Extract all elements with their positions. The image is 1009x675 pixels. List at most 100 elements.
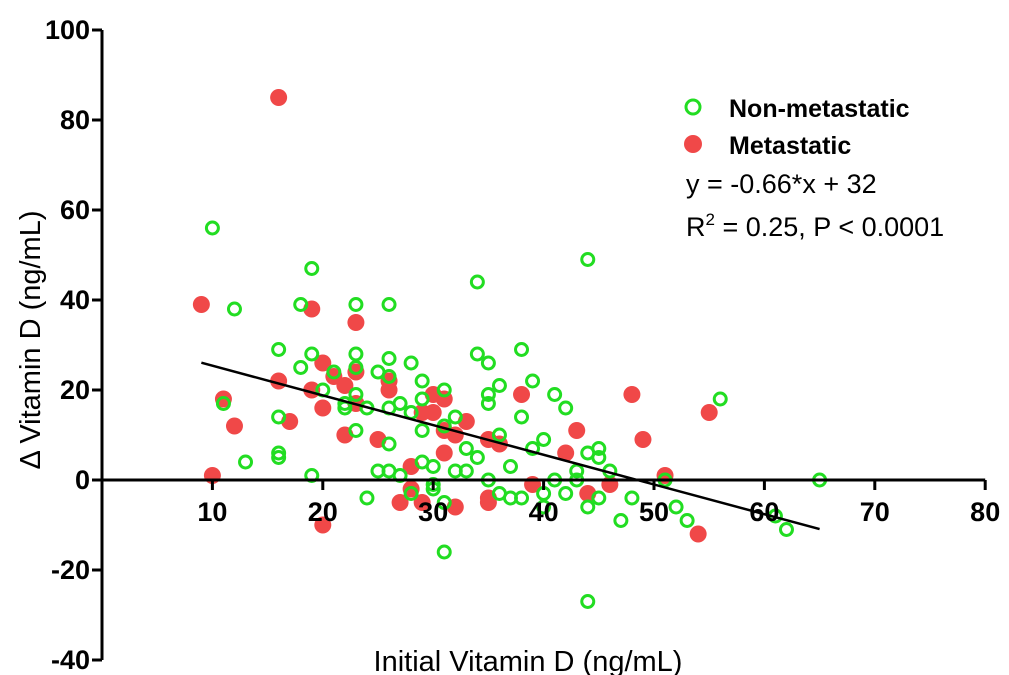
y-tick-label: 20 [60,375,90,405]
point-non-metastatic [613,513,629,528]
point-non-metastatic [536,432,552,447]
point-non-metastatic [304,346,320,362]
point-non-metastatic [491,427,507,443]
y-tick-label: 0 [75,465,90,495]
y-tick-label: 80 [60,105,90,135]
point-non-metastatic [403,355,419,371]
point-metastatic [192,296,210,313]
point-metastatic [623,386,641,403]
point-non-metastatic [536,499,552,515]
point-metastatic [225,417,243,435]
point-non-metastatic [359,490,375,506]
point-metastatic [435,444,453,462]
point-non-metastatic [293,297,309,312]
point-metastatic [700,404,718,421]
y-tick-label: 100 [45,15,90,45]
point-non-metastatic [712,391,728,407]
point-non-metastatic [271,342,287,357]
point-non-metastatic [304,261,320,276]
point-non-metastatic [514,490,530,506]
point-metastatic [689,525,707,543]
point-non-metastatic [679,513,695,528]
data-points [192,89,828,609]
point-metastatic [314,399,332,417]
point-metastatic [336,377,354,394]
point-non-metastatic [469,450,485,465]
point-non-metastatic [348,387,364,402]
x-tick-label: 10 [197,497,227,527]
y-axis-title: Δ Vitamin D (ng/mL) [15,211,47,470]
point-non-metastatic [414,373,430,389]
point-non-metastatic [238,454,254,470]
point-metastatic [391,494,409,511]
point-non-metastatic [668,499,684,515]
x-tick-label: 30 [418,497,448,527]
point-non-metastatic [215,396,231,411]
point-non-metastatic [326,364,342,380]
point-non-metastatic [491,378,507,393]
point-non-metastatic [525,373,541,389]
legend-label-non-metastatic: Non-metastatic [729,95,910,123]
point-non-metastatic [624,490,640,506]
point-non-metastatic [381,351,397,366]
regression-stats: R2 = 0.25, P < 0.0001 [686,210,944,242]
point-non-metastatic [436,495,452,510]
point-metastatic [270,89,288,106]
r-squared-superscript: 2 [706,210,715,229]
point-metastatic [314,354,332,372]
x-tick-label: 70 [860,497,890,527]
x-tick-label: 20 [308,497,338,527]
point-non-metastatic [480,396,496,411]
point-metastatic [314,516,332,534]
point-non-metastatic [458,441,474,456]
point-non-metastatic [591,450,607,465]
point-non-metastatic [425,459,441,474]
point-non-metastatic [348,360,364,375]
point-non-metastatic [547,387,563,402]
point-metastatic [347,314,365,331]
point-non-metastatic [525,441,541,456]
point-non-metastatic [514,409,530,425]
point-non-metastatic [580,499,596,515]
legend: Non-metastatic Metastatic [684,95,910,160]
point-metastatic [634,431,652,448]
x-tick-label: 80 [970,497,1000,527]
point-non-metastatic [436,382,452,398]
point-metastatic [557,444,575,462]
point-non-metastatic [558,486,574,501]
r-squared-rest: = 0.25, P < 0.0001 [715,212,944,242]
point-non-metastatic [293,360,309,375]
point-non-metastatic [381,369,397,384]
x-tick-label: 60 [749,497,779,527]
point-non-metastatic [403,486,419,501]
point-non-metastatic [480,355,496,371]
regression-equation: y = -0.66*x + 32 [686,169,877,199]
point-non-metastatic [502,459,518,474]
x-tick-label: 40 [529,497,559,527]
point-non-metastatic [580,252,596,267]
y-tick-label: -20 [51,555,90,585]
point-metastatic [568,422,586,439]
r-squared-prefix: R [686,212,706,242]
point-non-metastatic [392,396,408,411]
point-metastatic [479,494,497,511]
point-metastatic [513,386,531,403]
point-non-metastatic [591,441,607,456]
legend-label-metastatic: Metastatic [729,132,851,160]
legend-marker-metastatic [684,135,702,153]
point-non-metastatic [458,463,474,479]
point-non-metastatic [271,450,287,465]
point-non-metastatic [381,436,397,452]
x-axis-title: Initial Vitamin D (ng/mL) [374,646,683,675]
point-non-metastatic [381,297,397,312]
point-non-metastatic [558,400,574,416]
point-non-metastatic [348,423,364,438]
point-non-metastatic [447,409,463,425]
point-non-metastatic [414,391,430,407]
y-tick-label: 40 [60,285,90,315]
y-axis-ticks: 100 80 60 40 20 0 -20 -40 [45,15,102,675]
point-non-metastatic [204,220,220,236]
point-non-metastatic [591,490,607,506]
regression-line [201,361,820,531]
